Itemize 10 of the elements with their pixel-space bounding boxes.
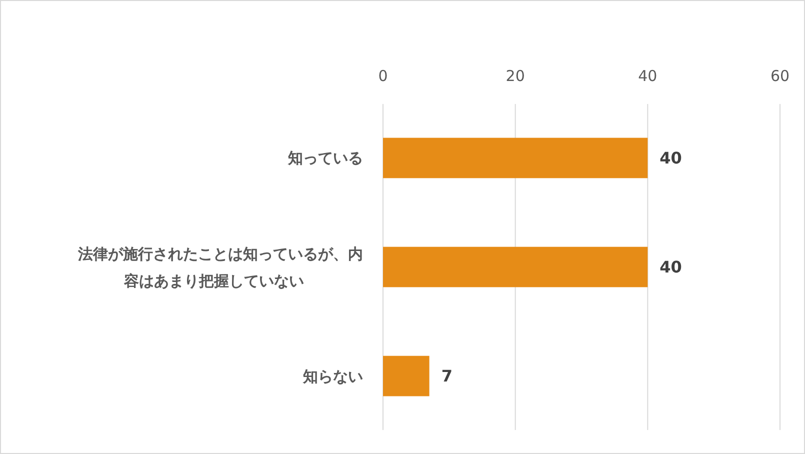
x-tick-label: 0 (378, 67, 388, 85)
x-tick-label: 40 (638, 67, 658, 85)
data-label: 7 (441, 366, 452, 386)
x-tick-label: 60 (770, 67, 790, 85)
x-tick-label: 20 (506, 67, 525, 85)
data-label: 40 (660, 258, 682, 277)
y-tick-label: 法律が施行されたことは知っているが、内容はあまり把握していない (77, 244, 363, 290)
y-tick-label: 知らない (302, 367, 363, 386)
y-tick-label: 知っている (287, 149, 363, 168)
data-label: 40 (660, 148, 682, 168)
